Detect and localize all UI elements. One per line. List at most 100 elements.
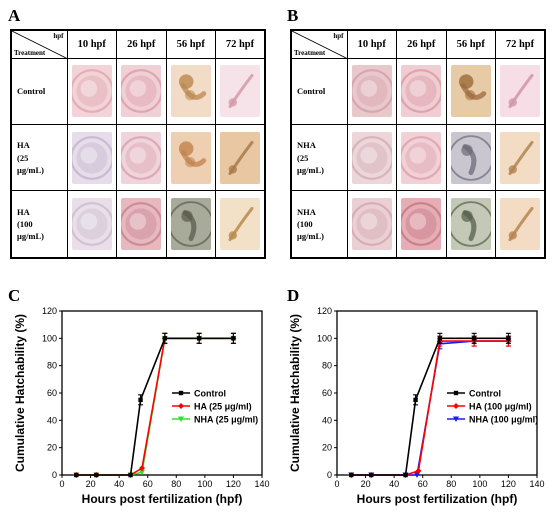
photo-cell xyxy=(165,123,216,192)
x-tick-label: 0 xyxy=(334,479,339,489)
column-header: 72 hpf xyxy=(495,29,546,59)
legend-label: Control xyxy=(469,389,501,399)
treatment-row: Control xyxy=(10,57,266,125)
photo-cell xyxy=(116,123,167,192)
larva-photo xyxy=(450,65,491,118)
data-point xyxy=(415,467,422,474)
header-corner-cell: hpf Treatment xyxy=(290,29,348,59)
treatment-row: HA (100 μg/mL) xyxy=(10,190,266,259)
treatment-label-line: (100 xyxy=(297,219,313,230)
larva-photo xyxy=(500,65,540,118)
panel-letter-b: B xyxy=(287,6,299,25)
data-point xyxy=(506,336,511,341)
x-tick-label: 40 xyxy=(114,479,124,489)
y-tick-label: 60 xyxy=(322,388,332,398)
panel-letter-c: C xyxy=(8,286,21,305)
legend-entry: HA (100 μg/ml) xyxy=(447,402,532,412)
panel-letter-d: D xyxy=(287,286,300,305)
y-tick-label: 100 xyxy=(42,333,57,343)
photo-cell xyxy=(396,123,447,192)
embryo-chorion-photo xyxy=(450,198,491,251)
y-tick-label: 60 xyxy=(47,388,57,398)
y-tick-label: 40 xyxy=(322,415,332,425)
embryo-egg-photo xyxy=(121,131,162,184)
legend-label: HA (25 μg/ml) xyxy=(194,402,252,412)
photo-cell xyxy=(116,190,167,259)
photo-cell xyxy=(495,123,546,192)
treatment-label-line: Control xyxy=(17,86,46,97)
treatment-label-line: NHA xyxy=(297,140,316,151)
embryo-chorion-photo xyxy=(170,198,211,251)
embryo-egg-photo xyxy=(71,65,112,118)
corner-hpf-label: hpf xyxy=(53,32,64,40)
embryo-egg-photo xyxy=(121,65,162,118)
treatment-label: NHA (100 μg/mL) xyxy=(290,190,348,259)
column-header: 72 hpf xyxy=(215,29,266,59)
larva-photo xyxy=(500,198,540,251)
x-tick-label: 20 xyxy=(86,479,96,489)
data-point xyxy=(94,472,99,478)
column-header: 56 hpf xyxy=(165,29,216,59)
treatment-row: NHA (100 μg/mL) xyxy=(290,190,546,259)
larva-photo xyxy=(170,65,211,118)
larva-photo xyxy=(220,131,260,184)
x-tick-label: 80 xyxy=(446,479,456,489)
treatment-label: Control xyxy=(10,57,68,125)
x-tick-label: 60 xyxy=(418,479,428,489)
column-header: 56 hpf xyxy=(445,29,496,59)
y-tick-label: 80 xyxy=(322,361,332,371)
y-tick-label: 80 xyxy=(47,361,57,371)
legend-label: Control xyxy=(194,389,226,399)
header-corner-cell: hpf Treatment xyxy=(10,29,68,59)
data-point xyxy=(403,472,408,478)
hatchability-chart-d: 0 20 40 60 80 100 120 140 0 20 40 60 80 100 120 Hours p… xyxy=(288,306,545,506)
x-tick-label: 120 xyxy=(501,479,516,489)
treatment-label: HA (100 μg/mL) xyxy=(10,190,68,259)
larva-photo xyxy=(220,198,260,251)
legend-entry: NHA (100 μg/ml) xyxy=(447,415,538,425)
data-point xyxy=(196,336,202,341)
legend-marker xyxy=(453,403,459,409)
treatment-label-line: μg/mL) xyxy=(297,231,325,242)
photo-cell xyxy=(215,123,266,192)
treatment-label-line: (25 xyxy=(17,152,29,163)
column-header: 26 hpf xyxy=(116,29,167,59)
data-point xyxy=(74,472,79,478)
legend-marker xyxy=(178,416,184,422)
y-axis-label: Cumulative Hatchability (%) xyxy=(13,314,27,472)
data-point xyxy=(369,472,374,478)
treatment-label: HA (25 μg/mL) xyxy=(10,123,68,192)
x-tick-label: 80 xyxy=(171,479,181,489)
photo-cell xyxy=(495,190,546,259)
data-point xyxy=(414,472,420,478)
photo-cell xyxy=(66,123,117,192)
treatment-label-line: HA xyxy=(17,140,30,151)
photo-cell xyxy=(396,57,447,125)
data-point xyxy=(231,336,236,341)
embryo-chorion-photo xyxy=(450,131,491,184)
x-axis-label: Hours post fertilization (hpf) xyxy=(82,492,243,506)
corner-diagonal-line xyxy=(292,31,348,59)
photo-cell xyxy=(66,190,117,259)
y-tick-label: 0 xyxy=(52,470,57,480)
larva-photo xyxy=(500,131,540,184)
treatment-label-line: NHA xyxy=(297,206,316,217)
treatment-label-line: (100 xyxy=(17,219,33,230)
y-tick-label: 20 xyxy=(322,443,332,453)
photo-cell xyxy=(346,123,397,192)
column-header: 26 hpf xyxy=(396,29,447,59)
y-axis-label: Cumulative Hatchability (%) xyxy=(288,314,302,472)
x-axis-label: Hours post fertilization (hpf) xyxy=(357,492,518,506)
legend-entry: Control xyxy=(447,389,501,399)
legend-label: NHA (100 μg/ml) xyxy=(469,415,538,425)
treatment-row: Control xyxy=(290,57,546,125)
x-tick-label: 60 xyxy=(143,479,153,489)
treatment-label-line: HA xyxy=(17,206,30,217)
x-tick-label: 100 xyxy=(197,479,212,489)
legend-marker xyxy=(453,390,459,396)
panel-letter-a: A xyxy=(8,6,21,25)
data-point xyxy=(471,336,477,341)
treatment-label: NHA (25 μg/mL) xyxy=(290,123,348,192)
photo-cell xyxy=(445,123,496,192)
treatment-label-line: μg/mL) xyxy=(297,164,325,175)
